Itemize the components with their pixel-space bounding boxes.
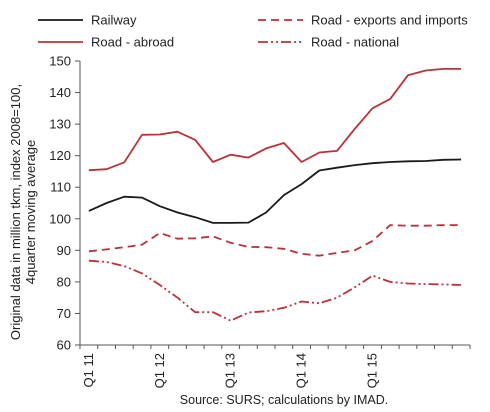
legend: Railway Road - exports and imports Road - … bbox=[38, 13, 468, 50]
x-axis: Q1 11 Q1 12 Q1 13 Q1 14 Q1 15 bbox=[79, 344, 471, 388]
y-tick-label: 110 bbox=[50, 180, 71, 195]
y-tick-label: 130 bbox=[49, 117, 71, 132]
y-tick-label: 90 bbox=[57, 243, 71, 258]
x-tick-label: Q1 11 bbox=[81, 353, 96, 387]
y-tick-label: 140 bbox=[49, 85, 71, 100]
series-line-railway bbox=[88, 158, 462, 224]
y-tick-label: 80 bbox=[57, 274, 71, 289]
series-line-road-abroad bbox=[88, 68, 462, 172]
x-tick-label: Q1 14 bbox=[294, 353, 309, 388]
y-tick-label: 100 bbox=[49, 211, 71, 226]
y-axis: 60 70 80 90 100 110 120 130 140 150 bbox=[49, 54, 81, 353]
series-line-road-national bbox=[88, 259, 462, 322]
y-axis-label-line: 4quarter moving average bbox=[23, 140, 38, 285]
x-tick-label: Q1 15 bbox=[365, 353, 380, 388]
legend-label: Road - abroad bbox=[91, 35, 174, 50]
source-note: Source: SURS; calculations by IMAD. bbox=[180, 393, 388, 407]
y-tick-label: 70 bbox=[57, 306, 71, 321]
y-tick-label: 150 bbox=[49, 54, 71, 69]
legend-label: Railway bbox=[91, 13, 137, 28]
y-axis-label: Original data in million tkm, index 2008… bbox=[8, 84, 38, 340]
x-tick-label: Q1 13 bbox=[223, 353, 238, 388]
y-tick-label: 60 bbox=[57, 338, 71, 353]
x-tick-label: Q1 12 bbox=[152, 353, 167, 388]
legend-label: Road - exports and imports bbox=[311, 13, 468, 28]
y-tick-label: 120 bbox=[49, 148, 71, 163]
series-line-road-exports-and-imports bbox=[88, 224, 462, 257]
plot-area bbox=[88, 68, 462, 322]
y-axis-label-line: Original data in million tkm, index 2008… bbox=[8, 84, 23, 340]
legend-label: Road - national bbox=[311, 35, 399, 50]
